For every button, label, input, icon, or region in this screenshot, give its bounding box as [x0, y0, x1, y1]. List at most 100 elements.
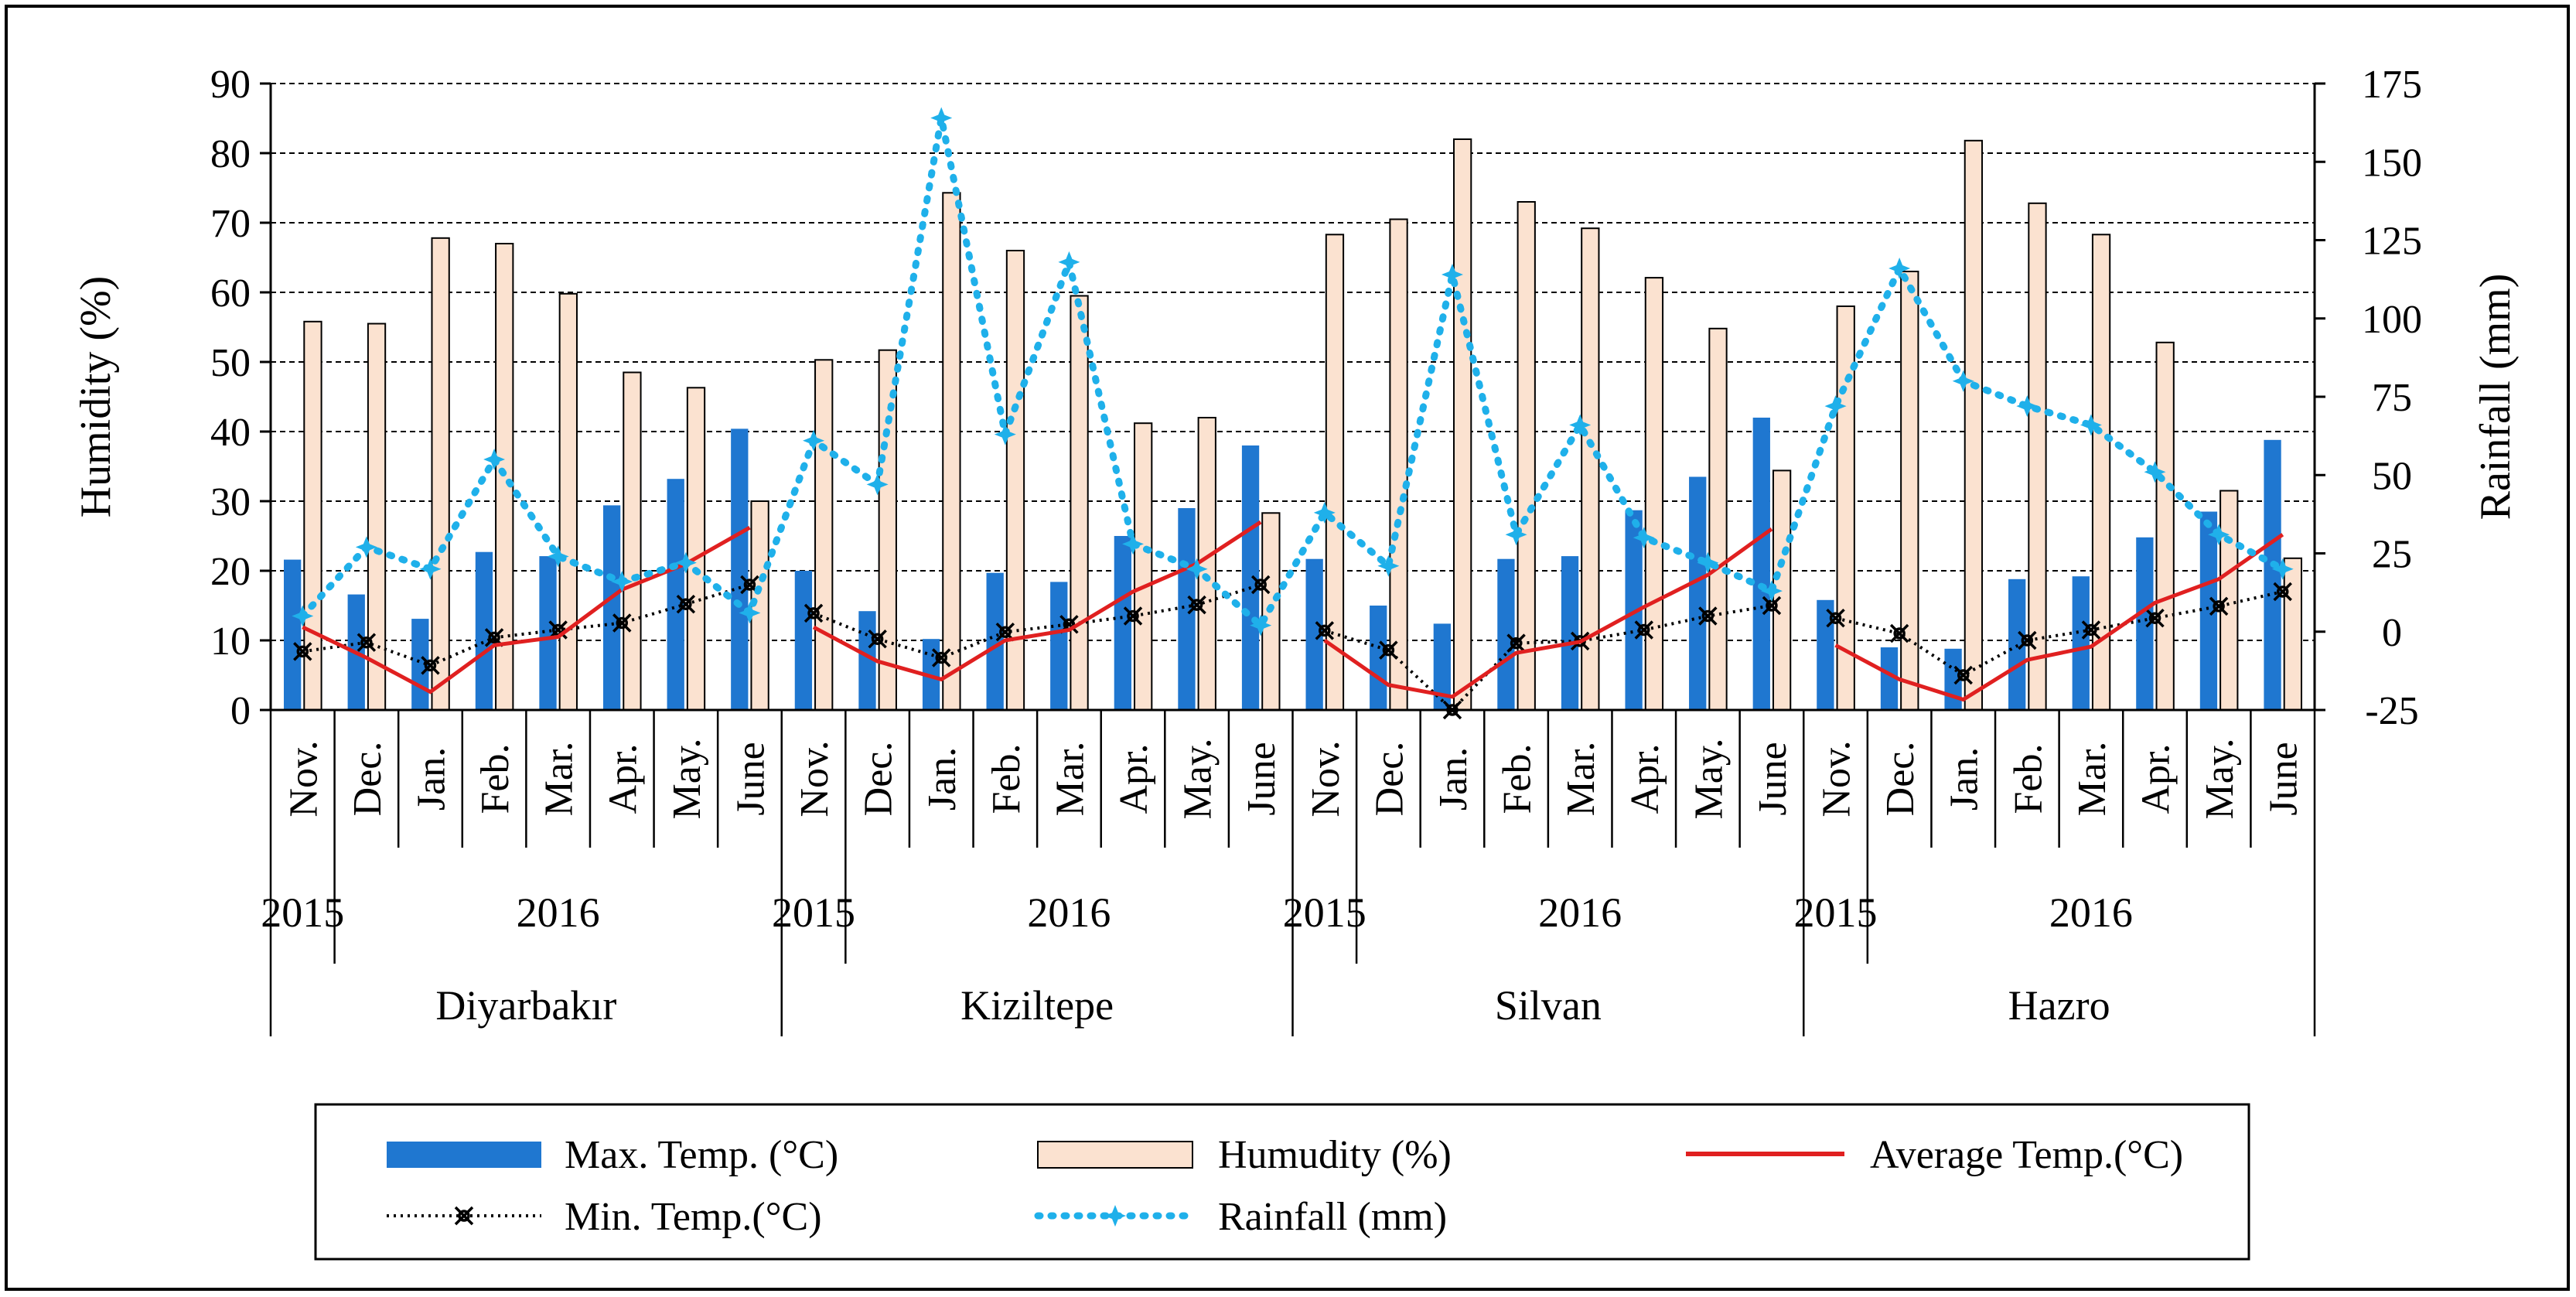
month-label: May. — [1687, 739, 1731, 820]
right-tick-label: 175 — [2362, 63, 2422, 107]
month-label: Mar. — [2070, 742, 2114, 817]
year-label: 2016 — [517, 889, 600, 936]
max-temp-bar — [1241, 445, 1260, 710]
right-tick-label: 100 — [2362, 298, 2422, 342]
max-temp-bar — [1114, 536, 1132, 710]
month-label: Apr. — [601, 744, 645, 814]
month-label: Dec. — [346, 742, 390, 817]
max-temp-bar — [2264, 439, 2281, 710]
month-label: Nov. — [1815, 740, 1859, 817]
max-temp-bar — [1817, 599, 1834, 710]
axes — [260, 82, 2325, 1036]
station-label: Kiziltepe — [960, 982, 1114, 1029]
humidity-bar — [1644, 277, 1664, 712]
month-label: Nov. — [793, 740, 837, 817]
month-label: Nov. — [1304, 740, 1348, 817]
humidity-bar — [2283, 557, 2303, 711]
max-temp-bar — [1561, 556, 1579, 710]
max-temp-bar — [411, 619, 429, 710]
month-label: Jan. — [1943, 747, 1987, 811]
right-tick-label: 50 — [2372, 454, 2412, 498]
month-label: June — [1751, 742, 1795, 815]
right-tick-label: -25 — [2365, 689, 2418, 733]
legend-label-max-temp: Max. Temp. (°C) — [565, 1133, 838, 1177]
humidity-bar — [1772, 469, 1792, 712]
legend-label-avg-temp: Average Temp.(°C) — [1870, 1133, 2183, 1177]
min-temp-line — [1315, 596, 1782, 720]
max-temp-bar — [731, 428, 749, 710]
humidity-bar — [1070, 295, 1089, 711]
left-axis-title: Humidity (%) — [72, 276, 120, 518]
month-label: Nov. — [281, 740, 326, 817]
humidity-bar — [814, 359, 834, 711]
max-temp-bar — [1497, 558, 1515, 710]
max-temp-bar — [1305, 558, 1323, 710]
humidity-bar — [2155, 341, 2175, 711]
left-tick-label: 50 — [210, 341, 251, 385]
humidity-bar — [1389, 218, 1408, 711]
left-tick-label: 60 — [210, 271, 251, 316]
year-label: 2016 — [2049, 889, 2133, 936]
month-label: Mar. — [537, 742, 582, 817]
year-label: 2016 — [1538, 889, 1622, 936]
max-temp-bar — [283, 559, 302, 710]
month-label: Dec. — [1367, 742, 1411, 817]
humidity-bar — [2028, 202, 2047, 711]
left-tick-label: 20 — [210, 550, 251, 594]
humidity-bar — [1452, 138, 1472, 711]
humidity-bar — [1517, 201, 1536, 711]
humidity-bar — [303, 320, 322, 711]
left-tick-label: 30 — [210, 480, 251, 524]
month-label: May. — [1176, 739, 1220, 820]
legend-label-humidity: Humudity (%) — [1218, 1133, 1452, 1177]
month-label: Feb. — [1496, 744, 1540, 814]
month-label: Jan. — [1431, 747, 1476, 811]
left-tick-label: 0 — [230, 689, 251, 733]
station-label: Diyarbakır — [435, 982, 616, 1029]
legend: Max. Temp. (°C) Humudity (%) Average Temp.… — [314, 1103, 2250, 1261]
month-label: June — [1240, 742, 1284, 815]
humidity-bar — [1134, 422, 1153, 711]
max-temp-bar — [1689, 476, 1707, 710]
max-temp-bar — [667, 479, 684, 710]
month-label: Mar. — [1048, 742, 1092, 817]
max-temp-bar — [2199, 511, 2218, 710]
legend-swatch-max-temp — [387, 1142, 541, 1168]
year-label: 2015 — [772, 889, 855, 936]
legend-label-rainfall: Rainfall (mm) — [1218, 1195, 1447, 1239]
month-label: Dec. — [857, 742, 901, 817]
month-label: Dec. — [1878, 742, 1923, 817]
left-tick-label: 10 — [210, 619, 251, 664]
max-temp-bar — [2136, 537, 2154, 710]
year-label: 2016 — [1027, 889, 1111, 936]
left-tick-label: 90 — [210, 63, 251, 107]
axis-labels: 0 10 20 30 40 50 60 70 80 90 -25 0 25 50 75 100 125 150 17… — [72, 63, 2520, 1029]
max-temp-bar — [1752, 418, 1770, 710]
max-temp-bar — [1050, 582, 1068, 710]
right-tick-label: 150 — [2362, 141, 2422, 185]
humidity-bar — [431, 237, 450, 711]
max-temp-bar — [539, 556, 557, 710]
right-tick-label: 75 — [2372, 376, 2412, 420]
month-label: June — [2262, 742, 2306, 815]
year-label: 2015 — [1794, 889, 1878, 936]
humidity-bar — [942, 192, 961, 712]
right-tick-label: 0 — [2382, 611, 2402, 655]
month-label: Jan. — [920, 747, 964, 811]
humidity-bar — [367, 323, 387, 711]
right-tick-label: 125 — [2362, 220, 2422, 264]
month-label: Apr. — [2134, 744, 2179, 814]
legend-label-min-temp: Min. Temp.(°C) — [565, 1195, 822, 1239]
left-tick-label: 80 — [210, 132, 251, 176]
humidity-bar — [1325, 234, 1345, 711]
humidity-bar — [686, 387, 706, 711]
station-label: Silvan — [1495, 982, 1602, 1029]
series-lines — [292, 107, 2294, 720]
humidity-bar — [623, 371, 642, 711]
month-label: Feb. — [473, 744, 517, 814]
legend-box — [314, 1103, 2250, 1261]
month-label: May. — [665, 739, 709, 820]
legend-swatch-humidity — [1037, 1141, 1193, 1169]
humidity-bar — [2219, 490, 2239, 711]
